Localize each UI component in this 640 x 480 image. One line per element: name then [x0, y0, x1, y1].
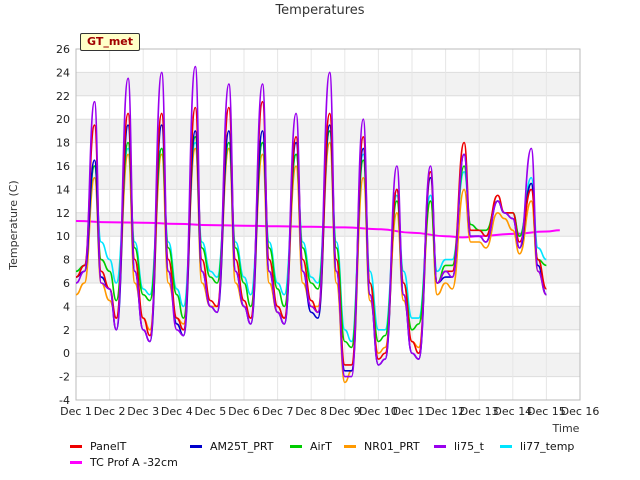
x-tick-label: Dec 11	[393, 405, 432, 418]
legend-swatch	[70, 461, 82, 464]
legend-item: AirT	[290, 440, 332, 453]
y-tick-label: 12	[56, 207, 70, 220]
legend-item: AM25T_PRT	[190, 440, 273, 453]
y-tick-label: -2	[59, 371, 70, 384]
y-tick-label: -4	[59, 394, 70, 407]
x-tick-label: Dec 10	[359, 405, 398, 418]
y-tick-label: 0	[63, 347, 70, 360]
y-tick-label: 22	[56, 90, 70, 103]
x-tick-label: Dec 16	[561, 405, 600, 418]
grid-band	[76, 49, 580, 73]
legend-item: TC Prof A -32cm	[70, 456, 178, 469]
legend-swatch	[344, 445, 356, 448]
y-axis-label: Temperature (C)	[7, 180, 20, 270]
y-tick-label: 4	[63, 300, 70, 313]
legend-swatch	[190, 445, 202, 448]
y-tick-label: 6	[63, 277, 70, 290]
y-tick-label: 26	[56, 43, 70, 56]
grid-band	[76, 283, 580, 307]
x-tick-label: Dec 4	[161, 405, 193, 418]
x-tick-label: Dec 2	[94, 405, 126, 418]
grid-lines	[75, 48, 581, 401]
x-axis-ticks: Dec 1 Dec 2 Dec 3 Dec 4 Dec 5 Dec 6 Dec 7 Dec 8…	[60, 405, 599, 418]
x-tick-label: Dec 14	[493, 405, 532, 418]
y-tick-label: 8	[63, 254, 70, 267]
legend-label: AM25T_PRT	[210, 440, 274, 453]
legend-label: AirT	[310, 440, 332, 453]
grid-band	[76, 212, 580, 237]
grid-band	[76, 236, 580, 260]
legend-label: TC Prof A -32cm	[90, 456, 178, 469]
legend-label: li77_temp	[520, 440, 575, 453]
y-tick-label: 20	[56, 113, 70, 126]
grid-band	[76, 306, 580, 330]
legend-label: NR01_PRT	[364, 440, 420, 453]
x-tick-label: Dec 6	[228, 405, 260, 418]
y-tick-label: 14	[56, 183, 70, 196]
plot-frame	[75, 48, 581, 401]
grid-band	[76, 95, 580, 120]
grid-band	[76, 353, 580, 377]
series-line-li75-t	[75, 65, 547, 378]
grid-band	[76, 376, 580, 400]
series-lines	[75, 65, 560, 384]
x-tick-label: Dec 5	[195, 405, 227, 418]
x-axis-label: Time	[552, 422, 580, 435]
grid-band	[76, 329, 580, 354]
x-tick-label: Dec 12	[426, 405, 465, 418]
legend-label: PanelT	[90, 440, 127, 453]
grid-bands	[76, 49, 580, 400]
legend-item: li75_t	[434, 440, 484, 453]
x-tick-label: Dec 3	[127, 405, 159, 418]
legend-item: li77_temp	[500, 440, 574, 453]
x-tick-label: Dec 8	[295, 405, 327, 418]
legend-item: NR01_PRT	[344, 440, 420, 453]
legend-swatch	[500, 445, 512, 448]
y-tick-label: 24	[56, 66, 70, 79]
grid-band	[76, 259, 580, 283]
x-tick-label: Dec 15	[527, 405, 566, 418]
site-badge: GT_met	[80, 33, 141, 51]
legend-label: li75_t	[454, 440, 484, 453]
grid-band	[76, 166, 580, 190]
y-tick-label: 16	[56, 160, 70, 173]
y-tick-label: 10	[56, 230, 70, 243]
legend-swatch	[434, 445, 446, 448]
legend-item: PanelT	[70, 440, 126, 453]
x-tick-label: Dec 9	[329, 405, 361, 418]
legend-swatch	[70, 445, 82, 448]
x-tick-label: Dec 1	[60, 405, 92, 418]
x-tick-label: Dec 13	[460, 405, 499, 418]
legend-swatch	[290, 445, 302, 448]
chart-title: Temperatures	[274, 3, 364, 18]
x-tick-label: Dec 7	[262, 405, 294, 418]
y-tick-label: 2	[63, 324, 70, 337]
y-tick-label: 18	[56, 137, 70, 150]
grid-band	[76, 189, 580, 213]
